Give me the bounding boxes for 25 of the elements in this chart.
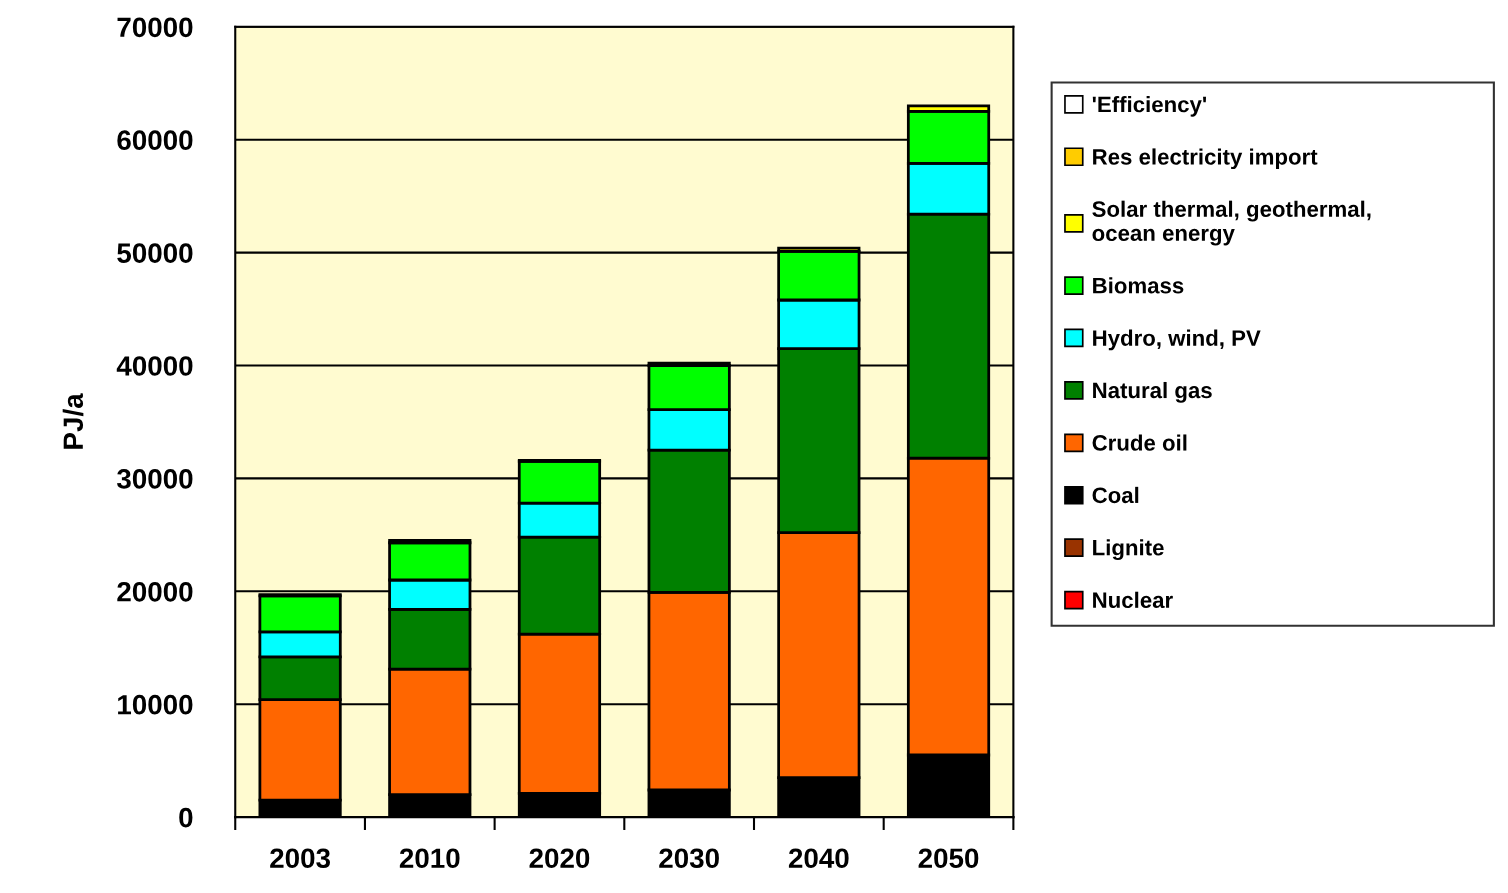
y-tick-label: 20000	[117, 581, 193, 602]
x-tick-label: 2050	[918, 848, 979, 869]
y-tick-label: 50000	[117, 243, 193, 263]
y-tick-label: 70000	[117, 17, 193, 38]
legend-label: Lignite	[1093, 539, 1164, 561]
x-tick-label: 2003	[270, 848, 330, 869]
legend-label: Nuclear	[1093, 591, 1173, 609]
legend-label: Res electricity import	[1093, 148, 1318, 170]
x-tick-label: 2020	[529, 848, 590, 869]
legend-label: Crude oil	[1092, 434, 1187, 451]
legend-label: Biomass	[1093, 277, 1184, 294]
x-tick-label: 2030	[659, 848, 719, 869]
x-tick-label: 2010	[399, 848, 460, 869]
legend-label: Coal	[1092, 486, 1139, 504]
x-tick-label: 2040	[788, 848, 849, 869]
legend-label: 'Efficiency'	[1092, 96, 1207, 117]
y-tick-label: 60000	[117, 130, 193, 151]
y-tick-label: 0	[179, 807, 193, 828]
y-tick-label: 30000	[116, 469, 193, 489]
y-axis-title: PJ/a	[62, 393, 84, 449]
y-tick-label: 40000	[116, 356, 193, 376]
legend-label: Natural gas	[1093, 381, 1212, 403]
legend-label: Hydro, wind, PV	[1093, 329, 1261, 351]
y-tick-label: 10000	[118, 694, 193, 715]
legend-label: Solar thermal, geothermal, ocean energy	[1092, 200, 1371, 246]
